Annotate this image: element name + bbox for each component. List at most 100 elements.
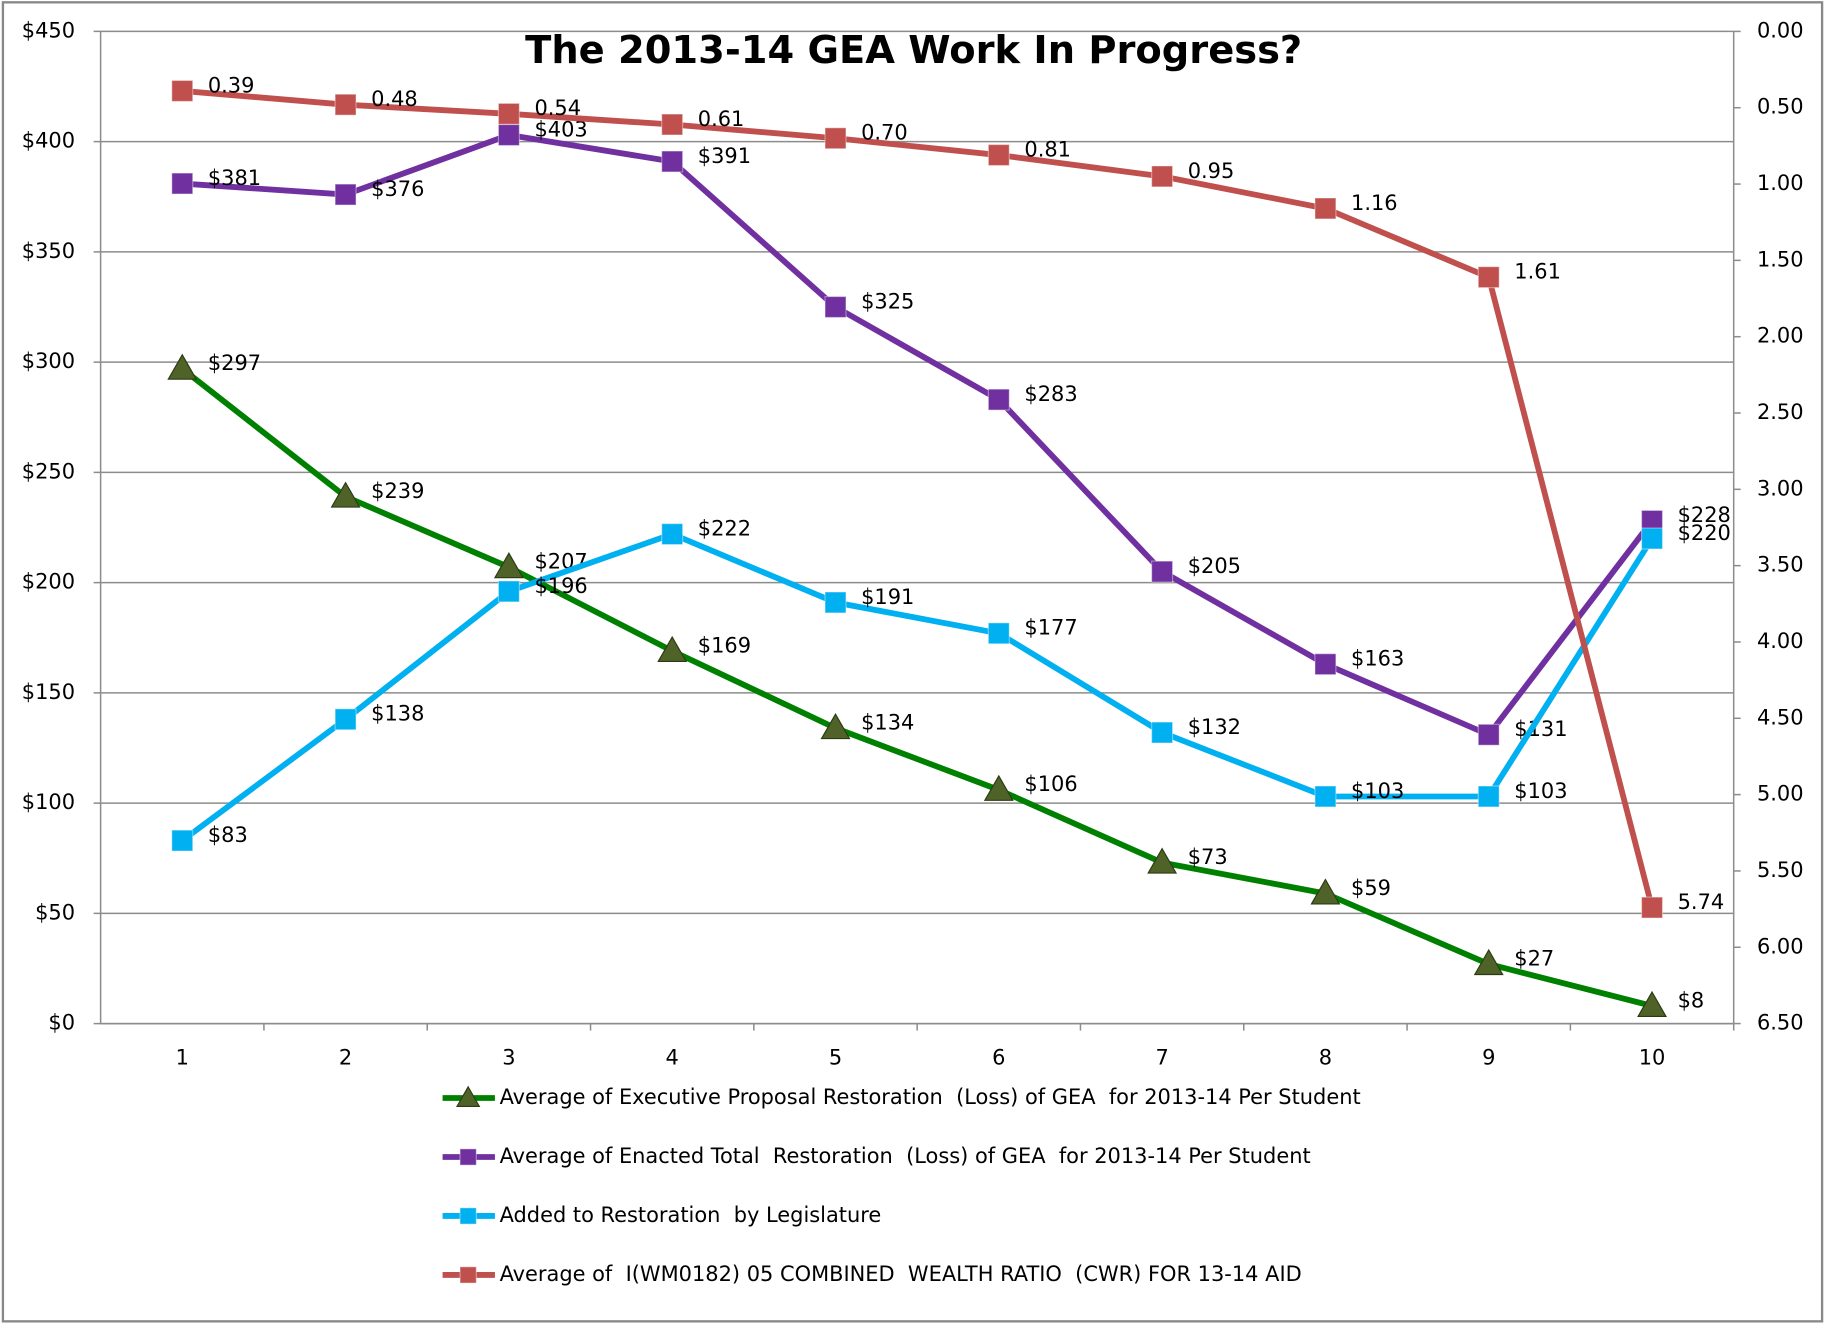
marker [983,774,1014,801]
data-label: $73 [1188,845,1228,869]
series-line [182,88,1655,909]
data-label: $27 [1514,946,1554,970]
marker [171,79,194,102]
data-label: $8 [1678,988,1705,1012]
y2-tick-label: 2.00 [1757,324,1804,348]
series-line [182,132,1655,738]
marker [456,1085,481,1107]
marker [1151,165,1174,188]
data-label: 0.81 [1024,137,1071,161]
data-label: $205 [1188,554,1241,578]
y2-tick-label: 5.00 [1757,782,1804,806]
y-tick-label: $250 [22,459,75,483]
marker [987,388,1010,411]
marker [824,591,847,614]
series-line [180,366,1653,1009]
marker [661,523,684,546]
marker [171,172,194,195]
data-label: $381 [208,166,261,190]
data-label: $163 [1351,647,1404,671]
marker [820,713,851,740]
data-label: $239 [371,479,424,503]
y-tick-label: $150 [22,680,75,704]
marker [661,113,684,136]
x-tick-label: 4 [666,1045,679,1069]
x-tick-label: 2 [339,1045,352,1069]
data-label: 1.16 [1351,191,1398,215]
y2-tick-label: 6.00 [1757,934,1804,958]
marker [824,295,847,319]
data-label: $177 [1024,616,1077,640]
y2-tick-label: 3.50 [1757,553,1804,577]
marker [1640,527,1664,550]
data-label: $103 [1351,779,1404,803]
y-tick-label: $350 [22,239,75,263]
x-tick-label: 8 [1319,1045,1332,1069]
y2-tick-label: 1.00 [1757,171,1804,195]
legend-label: Average of Executive Proposal Restoratio… [500,1085,1361,1109]
y2-tick-label: 2.50 [1757,400,1804,424]
data-label: $325 [861,289,914,313]
marker [459,1266,477,1284]
marker [1314,785,1337,808]
marker [1473,948,1504,976]
marker [1314,653,1337,676]
data-label: $59 [1351,876,1391,900]
y2-tick-label: 6.50 [1757,1011,1804,1035]
marker [1314,197,1337,220]
data-label: $196 [534,574,587,598]
marker [171,829,194,852]
y2-tick-label: 3.00 [1757,476,1804,500]
y-tick-label: $450 [22,18,75,42]
marker [1477,785,1500,808]
x-tick-label: 3 [502,1045,515,1069]
marker [497,123,520,147]
data-label: $222 [698,516,751,540]
marker [497,102,520,125]
marker [987,622,1010,645]
marker [1151,560,1174,583]
marker [1310,878,1341,905]
marker [661,150,684,173]
y2-tick-label: 0.00 [1757,18,1804,42]
marker [493,552,524,579]
legend-label: Added to Restoration by Legislature [500,1203,882,1227]
legend-label: Average of I(WM0182) 05 COMBINED WEALTH … [500,1262,1302,1286]
chart-title: The 2013-14 GEA Work In Progress? [525,28,1302,73]
legend-label: Average of Enacted Total Restoration (Lo… [500,1144,1311,1168]
data-label: $297 [208,351,261,375]
x-tick-label: 9 [1482,1045,1495,1069]
data-label: 0.48 [371,87,418,111]
y2-tick-label: 4.00 [1757,629,1804,653]
x-tick-label: 6 [992,1045,1005,1069]
marker [824,127,847,150]
marker [334,183,357,206]
series-line [180,531,1655,843]
data-label: $283 [1024,382,1077,406]
marker [1147,847,1178,874]
data-label: 0.61 [698,107,745,131]
marker [459,1207,477,1225]
marker [334,708,357,731]
marker [1151,721,1174,744]
y2-tick-label: 1.50 [1757,247,1804,271]
data-label: $191 [861,585,914,609]
x-tick-label: 10 [1639,1045,1666,1069]
data-label: 0.39 [208,73,255,97]
marker [987,143,1010,167]
data-label: $228 [1678,503,1731,527]
data-label: $131 [1514,717,1567,741]
x-tick-label: 1 [176,1045,189,1069]
data-label: 0.70 [861,121,908,145]
marker [1477,266,1500,289]
data-label: $220 [1678,521,1731,545]
y-tick-label: $100 [22,790,75,814]
x-tick-label: 7 [1155,1045,1168,1069]
y-tick-label: $400 [22,129,75,153]
data-label: $138 [371,702,424,726]
data-label: $207 [534,550,587,574]
data-label: $403 [534,117,587,141]
marker [167,353,198,380]
